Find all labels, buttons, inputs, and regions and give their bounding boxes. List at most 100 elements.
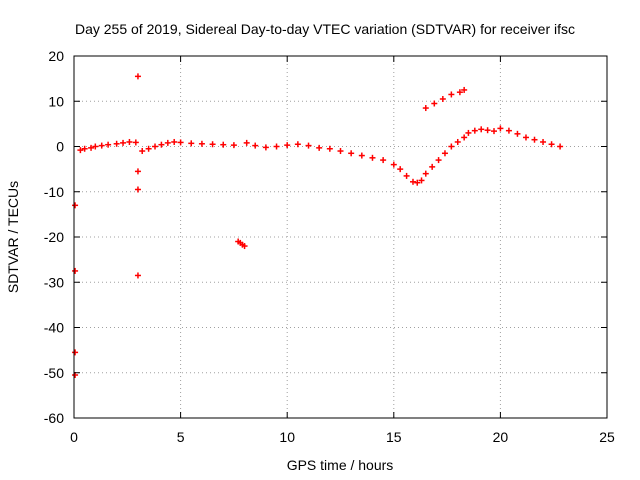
data-point: [145, 145, 152, 152]
data-point: [92, 143, 99, 150]
data-point: [390, 161, 397, 168]
data-point: [491, 128, 498, 135]
data-point: [134, 186, 141, 193]
data-point: [134, 73, 141, 80]
y-tick-label: -10: [44, 184, 64, 200]
y-axis-label: SDTVAR / TECUs: [5, 181, 21, 293]
data-point: [105, 141, 112, 148]
data-point: [448, 143, 455, 150]
data-point: [188, 140, 195, 147]
data-point: [409, 178, 416, 185]
data-point: [422, 105, 429, 112]
y-tick-label: -30: [44, 274, 64, 290]
data-point: [418, 177, 425, 184]
x-tick-label: 10: [279, 429, 295, 445]
data-point: [540, 138, 547, 145]
data-point: [72, 202, 79, 209]
data-point: [337, 148, 344, 155]
data-point: [497, 125, 504, 132]
data-point: [435, 157, 442, 164]
data-point: [273, 143, 280, 150]
data-point: [454, 138, 461, 145]
grid: [74, 56, 607, 418]
data-point: [397, 166, 404, 173]
data-point: [305, 142, 312, 149]
data-point: [548, 141, 555, 148]
data-point: [252, 142, 259, 149]
data-point: [77, 147, 84, 154]
data-point: [198, 140, 205, 147]
data-points: [72, 73, 564, 379]
plot-frame: [73, 55, 608, 419]
data-point: [177, 139, 184, 146]
data-point: [262, 144, 269, 151]
data-point: [414, 179, 421, 186]
data-point: [132, 139, 139, 146]
data-point: [139, 148, 146, 155]
data-point: [158, 141, 165, 148]
y-tick-label: -60: [44, 410, 64, 426]
data-point: [81, 145, 88, 152]
data-point: [326, 145, 333, 152]
data-point: [557, 143, 564, 150]
data-point: [98, 142, 105, 149]
y-tick-label: -20: [44, 229, 64, 245]
data-point: [134, 272, 141, 279]
data-point: [522, 134, 529, 141]
data-point: [134, 168, 141, 175]
chart-title: Day 255 of 2019, Sidereal Day-to-day VTE…: [75, 21, 575, 37]
x-tick-label: 0: [70, 429, 78, 445]
data-point: [505, 127, 512, 134]
data-point: [220, 141, 227, 148]
data-point: [431, 100, 438, 107]
data-point: [461, 86, 468, 93]
data-point: [531, 136, 538, 143]
data-point: [126, 138, 133, 145]
x-tick-label: 25: [599, 429, 615, 445]
data-point: [429, 163, 436, 170]
y-tick-label: -40: [44, 320, 64, 336]
data-point: [348, 150, 355, 157]
data-point: [478, 126, 485, 133]
y-tick-labels: -60 -50 -40 -30 -20 -10 0 10 20: [44, 48, 64, 426]
data-point: [484, 127, 491, 134]
data-point: [403, 172, 410, 179]
data-point: [439, 95, 446, 102]
data-point: [171, 138, 178, 145]
data-point: [164, 139, 171, 146]
data-point: [514, 130, 521, 137]
data-point: [471, 127, 478, 134]
y-tick-label: -50: [44, 365, 64, 381]
data-point: [72, 267, 79, 274]
data-point: [72, 349, 79, 356]
data-point: [209, 141, 216, 148]
data-point: [241, 243, 248, 250]
data-point: [294, 141, 301, 148]
y-tick-label: 0: [56, 139, 64, 155]
data-point: [88, 144, 95, 151]
data-point: [456, 89, 463, 96]
data-point: [316, 144, 323, 151]
data-point: [380, 157, 387, 164]
data-point: [422, 170, 429, 177]
x-tick-labels: 0 5 10 15 20 25: [70, 429, 615, 445]
x-tick-label: 20: [493, 429, 509, 445]
data-point: [369, 154, 376, 161]
data-point: [465, 129, 472, 136]
ticks: [73, 55, 608, 419]
x-tick-label: 5: [177, 429, 185, 445]
data-point: [461, 134, 468, 141]
y-tick-label: 20: [48, 48, 64, 64]
y-tick-label: 10: [48, 93, 64, 109]
data-point: [113, 140, 120, 147]
data-point: [243, 139, 250, 146]
data-point: [284, 142, 291, 149]
data-point: [120, 139, 127, 146]
data-point: [441, 150, 448, 157]
data-point: [358, 152, 365, 159]
data-point: [230, 142, 237, 149]
data-point: [152, 143, 159, 150]
data-point: [448, 91, 455, 98]
x-axis-label: GPS time / hours: [287, 457, 394, 473]
